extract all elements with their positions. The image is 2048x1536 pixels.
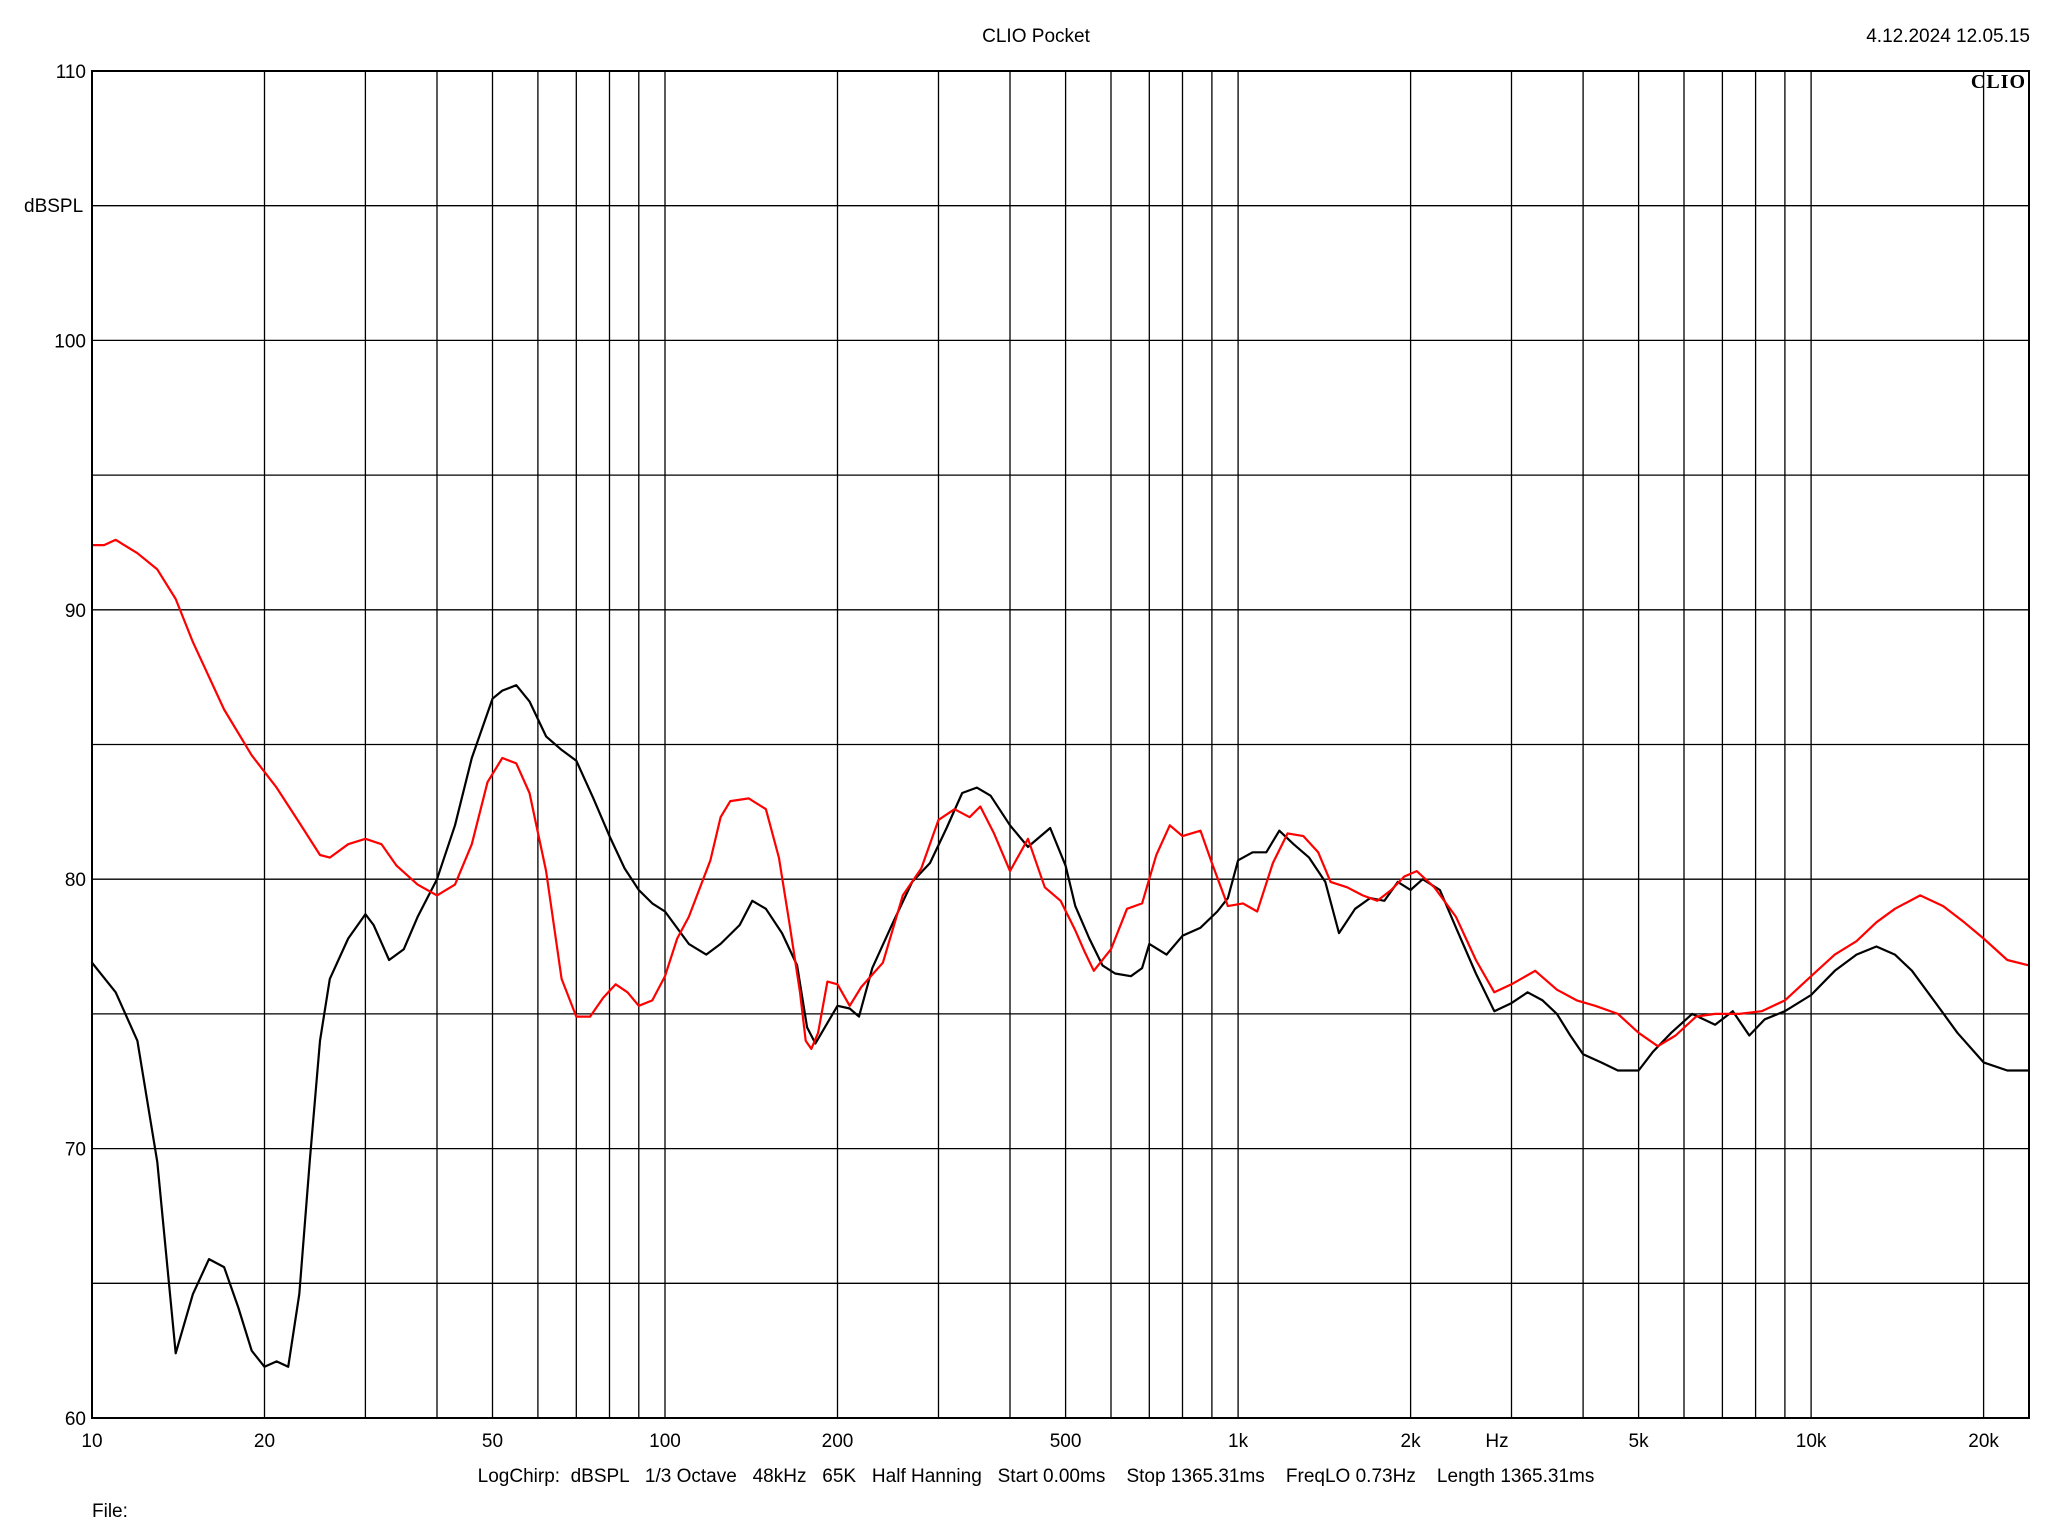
- x-tick-label: 2k: [1401, 1431, 1422, 1452]
- x-tick-label: 10: [81, 1431, 102, 1452]
- series-line-black: [90, 684, 2031, 1368]
- y-tick-label: 90: [65, 601, 86, 622]
- x-tick-label: 100: [649, 1431, 681, 1452]
- x-axis-ticks: 10 20 50 100 200 500 1k 2k 5k 10k 20k: [81, 1431, 1999, 1452]
- y-axis-ticks: 110 100 90 80 70 60: [54, 62, 86, 1430]
- x-tick-label: 20k: [1968, 1431, 1999, 1452]
- clio-brand-logo: CLIO: [1971, 71, 2026, 93]
- plot-frame: [91, 70, 2030, 1419]
- y-tick-label: 100: [54, 331, 86, 352]
- x-tick-label: 10k: [1796, 1431, 1827, 1452]
- x-tick-label: 5k: [1629, 1431, 1650, 1452]
- x-axis-label: Hz: [1485, 1431, 1508, 1452]
- chart-title: CLIO Pocket: [982, 26, 1090, 47]
- x-tick-label: 50: [482, 1431, 503, 1452]
- y-tick-label: 60: [65, 1409, 86, 1430]
- x-tick-label: 200: [822, 1431, 854, 1452]
- y-tick-label: 110: [56, 62, 86, 83]
- x-tick-label: 20: [254, 1431, 275, 1452]
- datetime-label: 4.12.2024 12.05.15: [1866, 26, 2030, 47]
- x-tick-label: 500: [1050, 1431, 1082, 1452]
- series-group: [90, 538, 2031, 1368]
- grid: [92, 71, 2029, 1418]
- measurement-info: LogChirp: dBSPL 1/3 Octave 48kHz 65K Hal…: [478, 1466, 1595, 1487]
- file-label: File:: [92, 1501, 128, 1522]
- y-tick-label: 80: [65, 870, 86, 891]
- y-axis-label: dBSPL: [24, 196, 83, 217]
- series-line-red: [90, 538, 2031, 1050]
- y-tick-label: 70: [65, 1140, 86, 1161]
- x-tick-label: 1k: [1228, 1431, 1249, 1452]
